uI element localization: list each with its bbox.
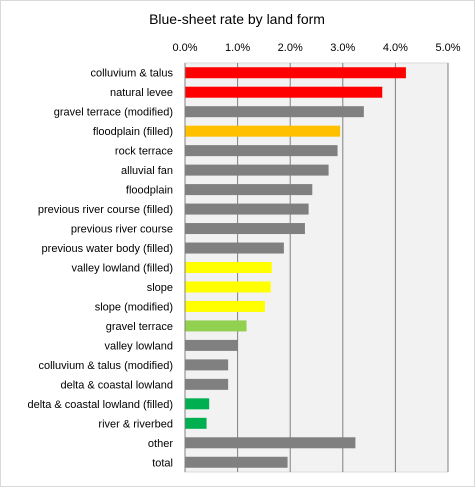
bar (185, 456, 288, 468)
bar (185, 106, 364, 118)
bar (185, 67, 406, 79)
category-label: alluvial fan (121, 165, 173, 177)
category-label: valley lowland (105, 340, 173, 352)
category-label: gravel terrace (106, 321, 173, 333)
bar (185, 300, 265, 312)
category-label: valley lowland (filled) (72, 263, 174, 275)
bar (185, 223, 305, 235)
plot-area: 0.0% 1.0% 2.0% 3.0% 4.0% 5.0% colluvium & talu… (27, 42, 461, 473)
x-tick-label: 1.0% (225, 42, 250, 54)
x-tick-label: 0.0% (172, 42, 197, 54)
x-tick-label: 3.0% (330, 42, 355, 54)
category-label: other (148, 438, 173, 450)
category-label: colluvium & talus (modified) (39, 360, 174, 372)
category-label: rock terrace (115, 146, 173, 158)
bar (185, 203, 309, 215)
bar (185, 398, 210, 410)
bar (185, 262, 272, 273)
bar (185, 437, 356, 449)
x-tick-label: 5.0% (435, 42, 460, 54)
bar (185, 417, 207, 429)
bar (185, 125, 341, 137)
category-label: previous river course (filled) (38, 204, 173, 216)
bar (185, 378, 229, 390)
x-tick-label: 2.0% (278, 42, 303, 54)
category-label: colluvium & talus (90, 68, 173, 80)
category-label: previous river course (71, 224, 173, 236)
category-label: natural levee (110, 87, 173, 99)
category-label: floodplain (126, 185, 173, 197)
category-label: delta & coastal lowland (filled) (27, 399, 173, 411)
category-label: slope (147, 282, 173, 294)
bar (185, 164, 329, 176)
bar (185, 281, 271, 293)
bar (185, 86, 383, 98)
bar (185, 184, 313, 196)
chart-title: Blue-sheet rate by land form (149, 11, 325, 27)
x-tick-label: 4.0% (383, 42, 408, 54)
category-label: gravel terrace (modified) (54, 107, 173, 119)
bar (185, 242, 284, 254)
bar (185, 145, 338, 157)
bar (185, 339, 238, 351)
category-label: total (152, 457, 173, 469)
category-label: slope (modified) (95, 301, 173, 313)
bar (185, 359, 229, 371)
bar (185, 320, 247, 332)
category-label: delta & coastal lowland (60, 379, 173, 391)
category-label: river & riverbed (98, 418, 173, 430)
category-label: previous water body (filled) (42, 243, 173, 255)
category-label: floodplain (filled) (93, 126, 173, 138)
